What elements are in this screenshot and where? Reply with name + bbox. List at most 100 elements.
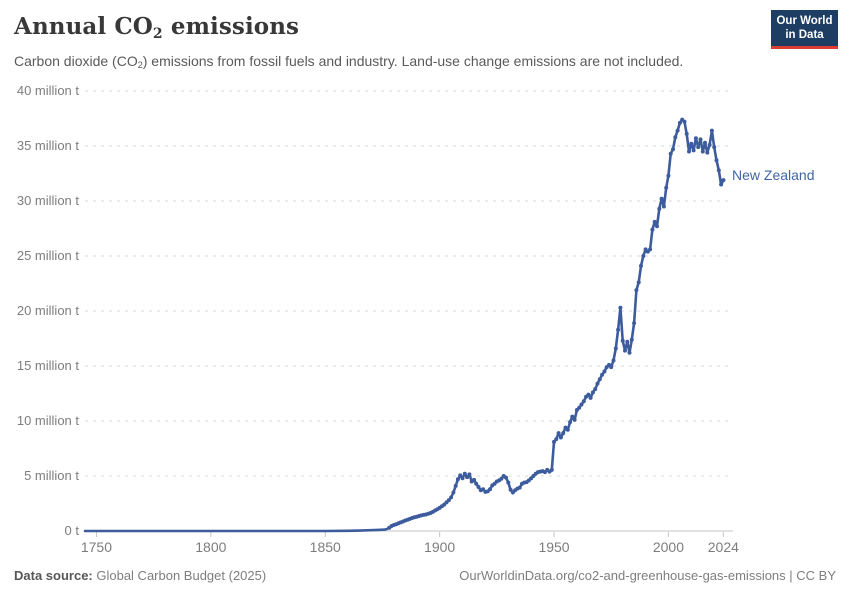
data-point-marker[interactable] bbox=[677, 120, 682, 125]
data-point-marker[interactable] bbox=[714, 158, 719, 163]
data-point-marker[interactable] bbox=[462, 471, 467, 476]
data-point-marker[interactable] bbox=[698, 137, 703, 142]
title-text: Annual CO bbox=[14, 13, 153, 40]
data-point-marker[interactable] bbox=[666, 173, 671, 178]
data-point-marker[interactable] bbox=[549, 467, 554, 472]
data-point-marker[interactable] bbox=[712, 145, 717, 150]
data-point-marker[interactable] bbox=[488, 487, 492, 492]
data-point-marker[interactable] bbox=[609, 365, 614, 370]
data-point-marker[interactable] bbox=[616, 327, 621, 332]
data-point-marker[interactable] bbox=[602, 369, 607, 374]
data-point-marker[interactable] bbox=[696, 145, 701, 150]
data-point-marker[interactable] bbox=[664, 185, 669, 190]
data-point-marker[interactable] bbox=[636, 280, 641, 285]
data-line-new-zealand[interactable] bbox=[83, 118, 725, 533]
data-point-marker[interactable] bbox=[693, 136, 698, 141]
data-point-marker[interactable] bbox=[687, 149, 691, 154]
data-point-marker[interactable] bbox=[465, 475, 470, 480]
data-point-marker[interactable] bbox=[597, 377, 602, 382]
data-point-marker[interactable] bbox=[595, 381, 600, 386]
owid-logo[interactable]: Our World in Data bbox=[771, 10, 838, 49]
data-point-marker[interactable] bbox=[552, 439, 556, 444]
citation-link[interactable]: OurWorldinData.org/co2-and-greenhouse-ga… bbox=[459, 568, 836, 583]
data-point-marker[interactable] bbox=[572, 417, 577, 422]
data-point-marker[interactable] bbox=[632, 321, 637, 326]
data-point-marker[interactable] bbox=[652, 219, 657, 224]
data-point-marker[interactable] bbox=[446, 498, 451, 503]
y-tick-label: 5 million t bbox=[24, 468, 79, 483]
data-point-marker[interactable] bbox=[474, 481, 479, 486]
data-point-marker[interactable] bbox=[458, 473, 463, 478]
data-point-marker[interactable] bbox=[691, 148, 696, 153]
data-point-marker[interactable] bbox=[565, 427, 570, 432]
data-point-marker[interactable] bbox=[620, 338, 625, 343]
data-point-marker[interactable] bbox=[517, 485, 522, 490]
data-point-marker[interactable] bbox=[623, 348, 627, 353]
data-point-marker[interactable] bbox=[655, 224, 659, 229]
data-point-marker[interactable] bbox=[613, 346, 618, 351]
data-point-marker[interactable] bbox=[650, 227, 655, 232]
data-point-marker[interactable] bbox=[659, 196, 664, 201]
data-point-marker[interactable] bbox=[499, 476, 504, 481]
data-point-marker[interactable] bbox=[590, 390, 595, 395]
data-point-marker[interactable] bbox=[634, 288, 639, 293]
data-point-marker[interactable] bbox=[472, 477, 476, 482]
data-point-marker[interactable] bbox=[451, 490, 456, 495]
data-point-marker[interactable] bbox=[716, 168, 721, 173]
data-point-marker[interactable] bbox=[579, 402, 584, 407]
y-tick-label: 10 million t bbox=[16, 413, 79, 428]
data-point-marker[interactable] bbox=[506, 480, 511, 485]
data-point-marker[interactable] bbox=[625, 339, 630, 344]
data-point-marker[interactable] bbox=[705, 150, 710, 155]
data-source-note: Data source: Global Carbon Budget (2025) bbox=[14, 568, 266, 583]
data-point-marker[interactable] bbox=[508, 487, 513, 492]
data-point-marker[interactable] bbox=[577, 405, 582, 410]
data-point-marker[interactable] bbox=[721, 178, 726, 183]
data-point-marker[interactable] bbox=[460, 476, 465, 481]
data-point-marker[interactable] bbox=[661, 204, 666, 209]
data-point-marker[interactable] bbox=[657, 206, 662, 211]
data-point-marker[interactable] bbox=[556, 431, 561, 436]
data-point-marker[interactable] bbox=[707, 142, 712, 147]
data-point-marker[interactable] bbox=[481, 487, 486, 492]
data-point-marker[interactable] bbox=[467, 472, 472, 477]
data-point-marker[interactable] bbox=[476, 485, 481, 489]
x-tick-label: 1850 bbox=[309, 539, 341, 555]
data-point-marker[interactable] bbox=[629, 337, 634, 342]
y-tick-label: 35 million t bbox=[16, 138, 79, 153]
series-entity-label: New Zealand bbox=[732, 167, 815, 183]
data-point-marker[interactable] bbox=[627, 350, 632, 355]
data-point-marker[interactable] bbox=[554, 437, 559, 442]
data-point-marker[interactable] bbox=[593, 387, 598, 392]
data-point-marker[interactable] bbox=[453, 483, 458, 488]
data-point-marker[interactable] bbox=[673, 135, 678, 140]
data-point-marker[interactable] bbox=[641, 254, 646, 258]
data-point-marker[interactable] bbox=[504, 475, 508, 480]
data-point-marker[interactable] bbox=[671, 147, 675, 152]
data-point-marker[interactable] bbox=[568, 420, 573, 425]
data-point-marker[interactable] bbox=[703, 140, 707, 145]
title-subscript: 2 bbox=[152, 26, 163, 42]
data-point-marker[interactable] bbox=[586, 392, 591, 397]
data-point-marker[interactable] bbox=[675, 128, 680, 133]
data-point-marker[interactable] bbox=[588, 395, 593, 400]
data-point-marker[interactable] bbox=[639, 263, 643, 268]
data-point-marker[interactable] bbox=[618, 305, 623, 310]
data-point-marker[interactable] bbox=[449, 495, 454, 500]
data-point-marker[interactable] bbox=[709, 128, 714, 133]
data-point-marker[interactable] bbox=[570, 414, 575, 419]
data-point-marker[interactable] bbox=[719, 182, 724, 187]
data-point-marker[interactable] bbox=[700, 149, 705, 154]
data-point-marker[interactable] bbox=[600, 372, 605, 377]
data-point-marker[interactable] bbox=[684, 131, 689, 136]
data-point-marker[interactable] bbox=[581, 399, 586, 404]
data-point-marker[interactable] bbox=[611, 358, 616, 363]
data-point-marker[interactable] bbox=[561, 431, 566, 436]
data-point-marker[interactable] bbox=[455, 477, 460, 482]
data-point-marker[interactable] bbox=[668, 151, 673, 156]
data-point-marker[interactable] bbox=[682, 119, 687, 124]
data-point-marker[interactable] bbox=[689, 141, 694, 146]
data-point-marker[interactable] bbox=[558, 435, 563, 440]
data-point-marker[interactable] bbox=[648, 247, 653, 252]
